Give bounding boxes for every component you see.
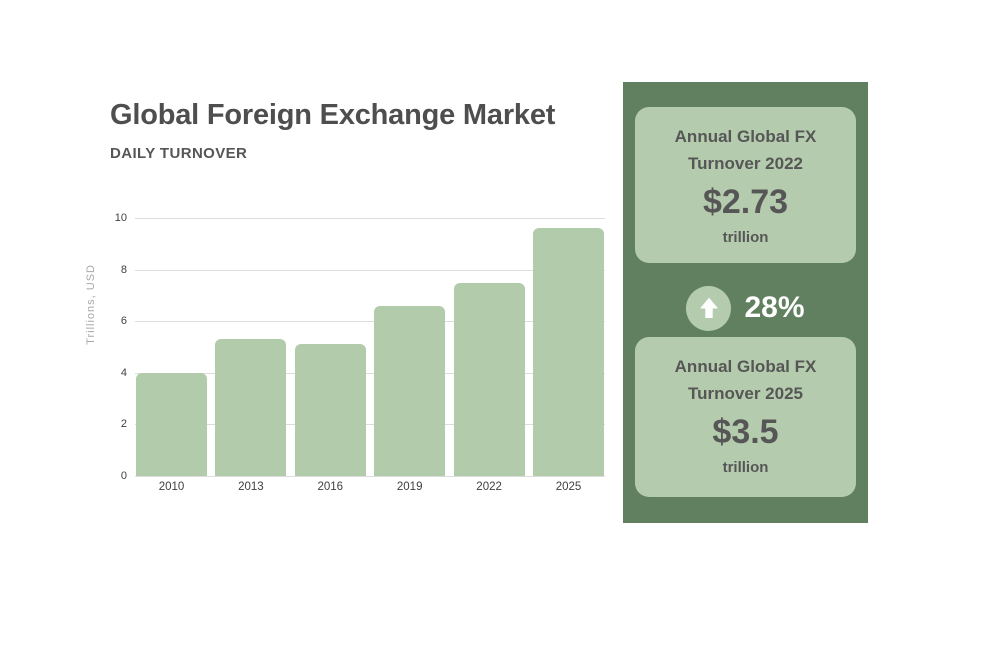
gridline-4 <box>135 372 605 374</box>
gridline-6 <box>135 321 605 323</box>
x-tick-label-2025: 2025 <box>555 481 582 493</box>
fx-turnover-2022-card: Annual Global FX Turnover 2022 $2.73 tri… <box>635 107 856 263</box>
y-tick-label-8: 8 <box>120 263 127 276</box>
change-indicator: 28% <box>623 280 868 336</box>
gridline-2 <box>135 424 605 426</box>
chart-subtitle: DAILY TURNOVER <box>110 145 248 162</box>
card-title-line2: Turnover 2022 <box>688 154 803 173</box>
fx-turnover-2025-card: Annual Global FX Turnover 2025 $3.5 tril… <box>635 337 856 497</box>
x-tick-label-2022: 2022 <box>476 481 502 493</box>
y-tick-label-2: 2 <box>120 418 127 431</box>
y-axis-title: Trillions, USD <box>85 264 97 345</box>
x-tick-label-2019: 2019 <box>396 481 423 493</box>
card-title-line1: Annual Global FX <box>674 357 817 376</box>
bar-2022 <box>453 282 525 476</box>
gridline-8 <box>135 269 605 271</box>
card-value: $3.5 <box>712 413 779 451</box>
card-value: $2.73 <box>702 183 789 221</box>
gridline-0 <box>135 476 605 477</box>
y-tick-label-6: 6 <box>120 315 127 328</box>
bar-2010 <box>136 372 207 476</box>
y-tick-label-0: 0 <box>120 470 127 482</box>
bar-2025 <box>533 228 604 476</box>
x-tick-label-2010: 2010 <box>158 481 185 493</box>
card-title: Annual Global FX Turnover 2025 <box>635 337 856 407</box>
bar-2019 <box>374 305 446 476</box>
x-tick-label-2016: 2016 <box>317 481 344 493</box>
up-arrow-icon <box>686 285 732 331</box>
y-tick-label-10: 10 <box>114 212 127 224</box>
card-title-line1: Annual Global FX <box>674 127 817 146</box>
card-title-line2: Turnover 2025 <box>688 384 803 403</box>
x-tick-label-2013: 2013 <box>238 481 264 493</box>
card-title: Annual Global FX Turnover 2022 <box>635 107 856 177</box>
gridline-10 <box>135 218 605 219</box>
summary-panel: Annual Global FX Turnover 2022 $2.73 tri… <box>623 82 868 523</box>
bar-2013 <box>215 339 287 476</box>
plot-area: 0 2 4 6 8 10 2010 2013 2016 2019 2022 2025 <box>115 212 605 493</box>
chart-title: Global Foreign Exchange Market <box>110 99 556 131</box>
bar-2016 <box>294 344 366 476</box>
change-percent: 28% <box>744 291 805 324</box>
card-unit: trillion <box>722 229 769 246</box>
y-tick-label-4: 4 <box>120 366 127 379</box>
card-unit: trillion <box>722 459 769 476</box>
